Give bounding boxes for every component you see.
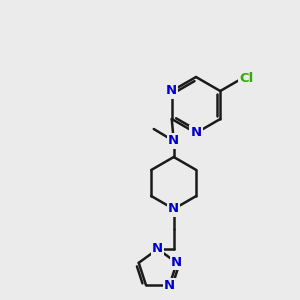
Text: N: N [166,85,177,98]
Text: N: N [168,134,179,148]
Text: N: N [168,202,179,215]
Text: N: N [171,256,182,269]
Text: N: N [164,279,175,292]
Text: N: N [190,127,202,140]
Text: Cl: Cl [239,71,254,85]
Text: N: N [152,242,163,256]
